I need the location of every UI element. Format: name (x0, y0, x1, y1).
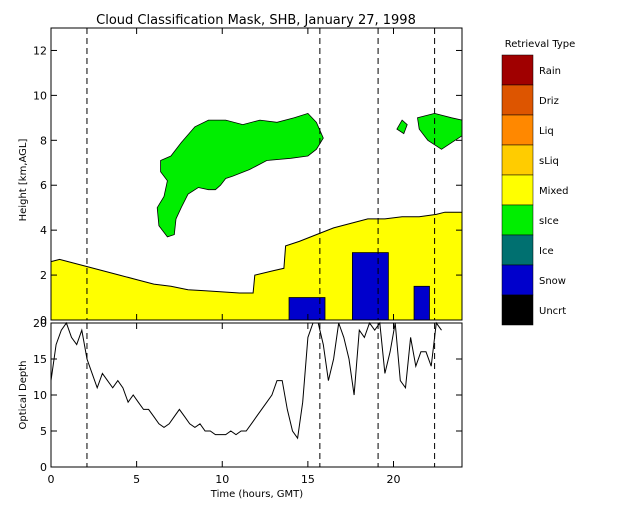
legend-swatch-rain (501, 54, 534, 86)
legend-label-liq: Liq (539, 126, 554, 137)
sice-cloud-patch-1 (396, 119, 408, 135)
legend-swatch-snow (501, 264, 534, 296)
optical-depth-y-tick-label: 5 (40, 425, 47, 438)
legend-swatch-sliq (501, 144, 534, 176)
optical-depth-x-tick-label: 5 (133, 473, 140, 486)
optical-depth-y-tick-label: 20 (33, 317, 47, 330)
optical-depth-y-axis-label: Optical Depth (18, 361, 29, 430)
mask-y-tick-label: 6 (40, 179, 47, 192)
snow-block-3 (413, 285, 430, 321)
mask-y-tick-label: 0 (40, 314, 47, 327)
legend-label-rain: Rain (539, 66, 561, 77)
legend-swatch-uncrt (501, 294, 534, 326)
legend-label-ice: Ice (539, 246, 554, 257)
mask-y-tick-label: 10 (33, 89, 47, 102)
legend-label-mixed: Mixed (539, 186, 569, 197)
legend: Retrieval Type Rain Driz Liq sLiq Mixed sIce I… (501, 39, 576, 326)
optical-depth-y-tick-label: 15 (33, 353, 47, 366)
legend-title: Retrieval Type (505, 39, 576, 50)
mask-y-tick-label: 8 (40, 134, 47, 147)
legend-swatch-ice (501, 234, 534, 266)
optical-depth-x-tick-label: 15 (301, 473, 315, 486)
optical-depth-y-tick-label: 0 (40, 461, 47, 474)
legend-items: Rain Driz Liq sLiq Mixed sIce Ice Snow Uncrt (501, 54, 569, 326)
optical-depth-x-tick-label: 0 (48, 473, 55, 486)
legend-label-uncrt: Uncrt (539, 306, 566, 317)
legend-swatch-sice (501, 204, 534, 236)
legend-swatch-driz (501, 84, 534, 116)
optical-depth-content (50, 321, 442, 467)
optical-depth-line (50, 321, 442, 440)
optical-depth-x-tick-label: 20 (387, 473, 401, 486)
mask-y-axis-label: Height [km,AGL] (18, 139, 29, 222)
mask-content (50, 28, 463, 321)
legend-swatch-mixed (501, 174, 534, 206)
mask-y-tick-label: 12 (33, 44, 47, 57)
sice-cloud-main (156, 112, 324, 238)
mask-frame (50, 27, 463, 321)
snow-block-2 (351, 252, 389, 321)
optical-depth-x-tick-label: 10 (215, 473, 229, 486)
optical-depth-y-tick-label: 10 (33, 389, 47, 402)
legend-label-driz: Driz (539, 96, 559, 107)
sice-cloud-patch-2 (417, 112, 463, 150)
legend-label-sliq: sLiq (539, 156, 559, 167)
optical-depth-frame (50, 322, 463, 468)
x-axis-label: Time (hours, GMT) (210, 489, 304, 500)
legend-swatch-liq (501, 114, 534, 146)
mask-y-tick-label: 4 (40, 224, 47, 237)
mask-panel: 0 2 4 6 8 10 12 Height [km,AGL] (18, 27, 463, 327)
chart-title: Cloud Classification Mask, SHB, January … (96, 13, 416, 28)
mask-y-tick-label: 2 (40, 269, 47, 282)
mask-axes: 0 2 4 6 8 10 12 (33, 27, 463, 327)
legend-label-snow: Snow (539, 276, 566, 287)
mixed-layer-top-edge (50, 211, 462, 294)
legend-label-sice: sIce (539, 216, 559, 227)
mixed-layer-area (51, 212, 462, 320)
